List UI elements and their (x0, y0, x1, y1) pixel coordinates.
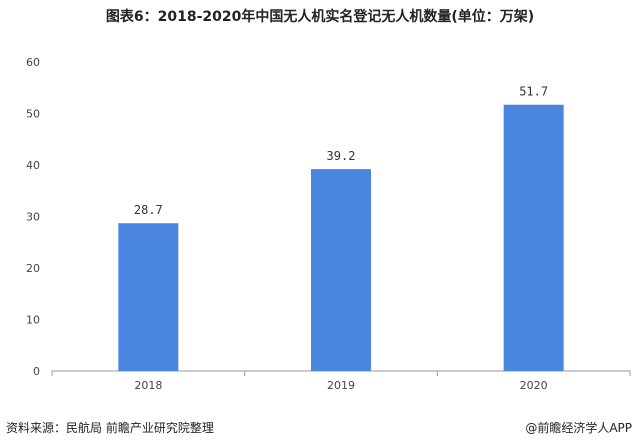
y-tick-label: 20 (26, 262, 40, 275)
y-tick-label: 10 (26, 314, 40, 327)
data-label-2020: 51.7 (519, 85, 548, 99)
bar-2019 (311, 169, 371, 371)
x-tick-label-2019: 2019 (327, 379, 355, 392)
source-note: 资料来源：民航局 前瞻产业研究院整理 (6, 421, 214, 435)
x-tick-label-2020: 2020 (520, 379, 548, 392)
chart-title: 图表6：2018-2020年中国无人机实名登记无人机数量(单位：万架) (105, 9, 535, 25)
x-tick-label-2018: 2018 (134, 379, 162, 392)
y-tick-label: 40 (26, 159, 40, 172)
data-label-2018: 28.7 (134, 203, 163, 217)
bar-2018 (118, 223, 179, 371)
data-label-2019: 39.2 (327, 149, 356, 163)
brand-note: @前瞻经济学人APP (525, 421, 632, 435)
y-tick-label: 0 (33, 365, 40, 378)
y-tick-label: 60 (26, 56, 40, 69)
bar-2020 (503, 104, 564, 372)
y-tick-label: 30 (26, 211, 40, 224)
y-tick-label: 50 (26, 108, 40, 121)
